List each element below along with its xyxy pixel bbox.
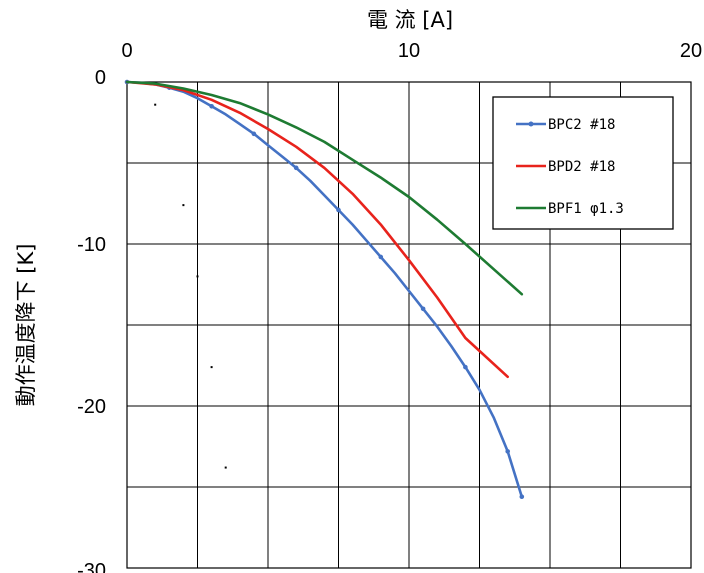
series-point xyxy=(293,165,299,171)
legend: BPC2 #18 BPD2 #18 BPF1 φ1.3 xyxy=(492,96,674,230)
plot-frame xyxy=(126,81,692,569)
series-point xyxy=(463,364,468,370)
series-group xyxy=(125,80,524,296)
series-group xyxy=(125,80,509,379)
y-tick-label: -20 xyxy=(77,396,106,418)
x-tick-label: 0 xyxy=(121,40,132,62)
series-point xyxy=(420,306,426,312)
y-axis-title: 動作温度降下 [K] xyxy=(14,244,38,407)
series-point xyxy=(251,131,257,137)
stray-point xyxy=(154,103,157,106)
y-tick-label: 0 xyxy=(95,67,106,89)
legend-label: BPC2 #18 xyxy=(548,117,615,133)
series-layer xyxy=(124,79,525,500)
legend-entry: BPF1 φ1.3 xyxy=(516,201,624,217)
series-line xyxy=(125,80,509,379)
x-axis-title: 電 流 [A] xyxy=(367,8,453,32)
x-tick-labels: 0 10 20 xyxy=(121,40,702,62)
legend-entry: BPD2 #18 xyxy=(516,159,615,175)
series-point xyxy=(519,494,525,500)
stray-point xyxy=(224,466,227,469)
series-point xyxy=(209,104,214,109)
legend-label: BPD2 #18 xyxy=(548,159,615,175)
legend-label: BPF1 φ1.3 xyxy=(548,201,624,217)
stray-points xyxy=(154,103,227,469)
series-point xyxy=(505,449,511,454)
y-tick-labels: 0 -10 -20 -30 xyxy=(77,67,106,573)
x-tick-label: 20 xyxy=(680,40,702,62)
series-line xyxy=(125,80,524,296)
series-line xyxy=(125,80,524,498)
legend-entry: BPC2 #18 xyxy=(516,117,615,133)
y-tick-label: -10 xyxy=(77,234,106,256)
stray-point xyxy=(196,275,199,278)
grid xyxy=(127,82,691,568)
y-tick-label: -30 xyxy=(77,560,106,573)
series-point xyxy=(378,254,384,260)
stray-point xyxy=(182,204,185,207)
legend-marker xyxy=(528,121,534,127)
x-tick-label: 10 xyxy=(398,40,420,62)
stray-point xyxy=(210,366,213,369)
series-point xyxy=(336,207,341,213)
